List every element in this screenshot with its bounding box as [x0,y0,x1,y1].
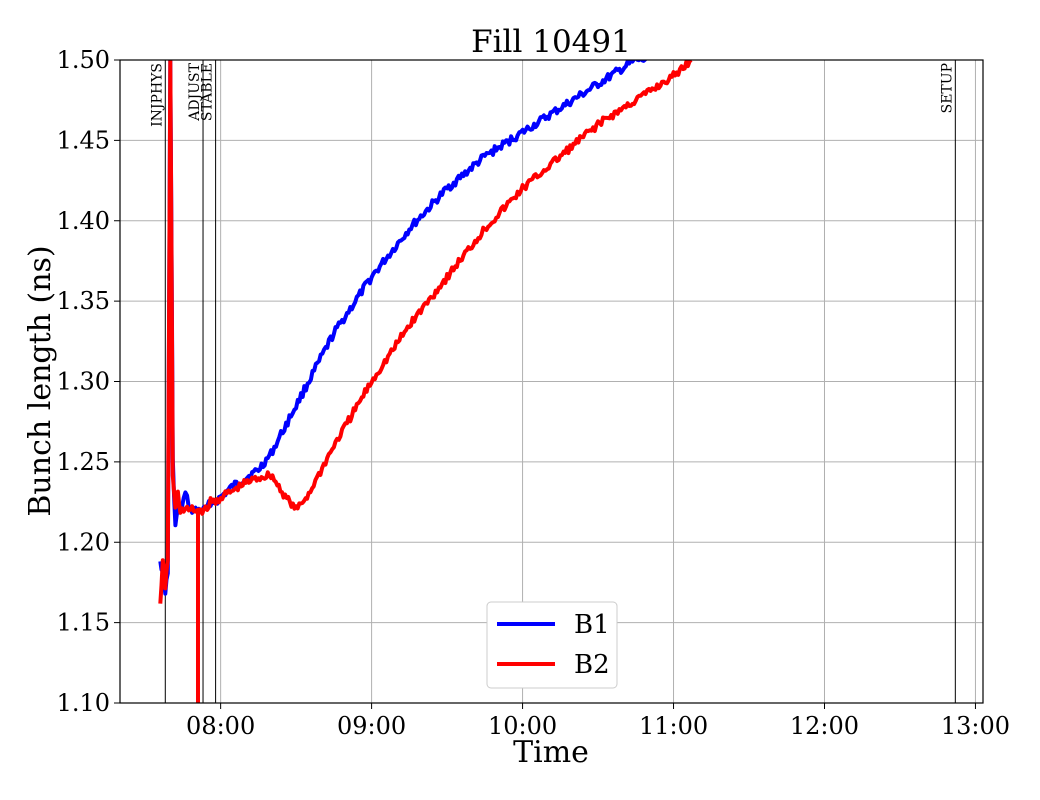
y-tick-label: 1.40 [57,207,110,235]
legend-label-b2: B2 [574,650,610,680]
y-tick-label: 1.15 [57,609,110,637]
x-tick-label: 09:00 [337,712,406,740]
series-line-b1 [158,60,649,596]
phase-marker-label: ADJUST [187,62,203,121]
x-tick-label: 10:00 [488,712,557,740]
y-tick-label: 1.45 [57,126,110,154]
y-tick-label: 1.20 [57,528,110,556]
x-tick-label: 12:00 [790,712,859,740]
y-tick-label: 1.10 [57,689,110,717]
phase-marker-label: INJPHYS [149,63,165,127]
x-tick-label: 08:00 [186,712,255,740]
x-tick-label: 13:00 [941,712,1010,740]
data-series [158,60,693,703]
phase-marker-label: SETUP [939,63,955,113]
y-axis-label: Bunch length (ns) [23,245,58,516]
phase-marker-label: STABLE [200,63,216,121]
y-tick-label: 1.50 [57,46,110,74]
x-axis-ticks: 08:00 09:00 10:00 11:00 12:00 13:00 [186,703,1010,740]
grid-lines [120,59,983,704]
y-tick-label: 1.35 [57,287,110,315]
series-line-b2 [158,60,693,604]
legend-label-b1: B1 [574,610,610,640]
chart-title: Fill 10491 [471,24,631,60]
x-axis-label: Time [513,735,589,770]
y-axis-ticks: 1.10 1.15 1.20 1.25 1.30 1.35 1.40 1.45 1.50 [57,46,120,717]
x-tick-label: 11:00 [639,712,708,740]
y-tick-label: 1.30 [57,368,110,396]
y-tick-label: 1.25 [57,448,110,476]
